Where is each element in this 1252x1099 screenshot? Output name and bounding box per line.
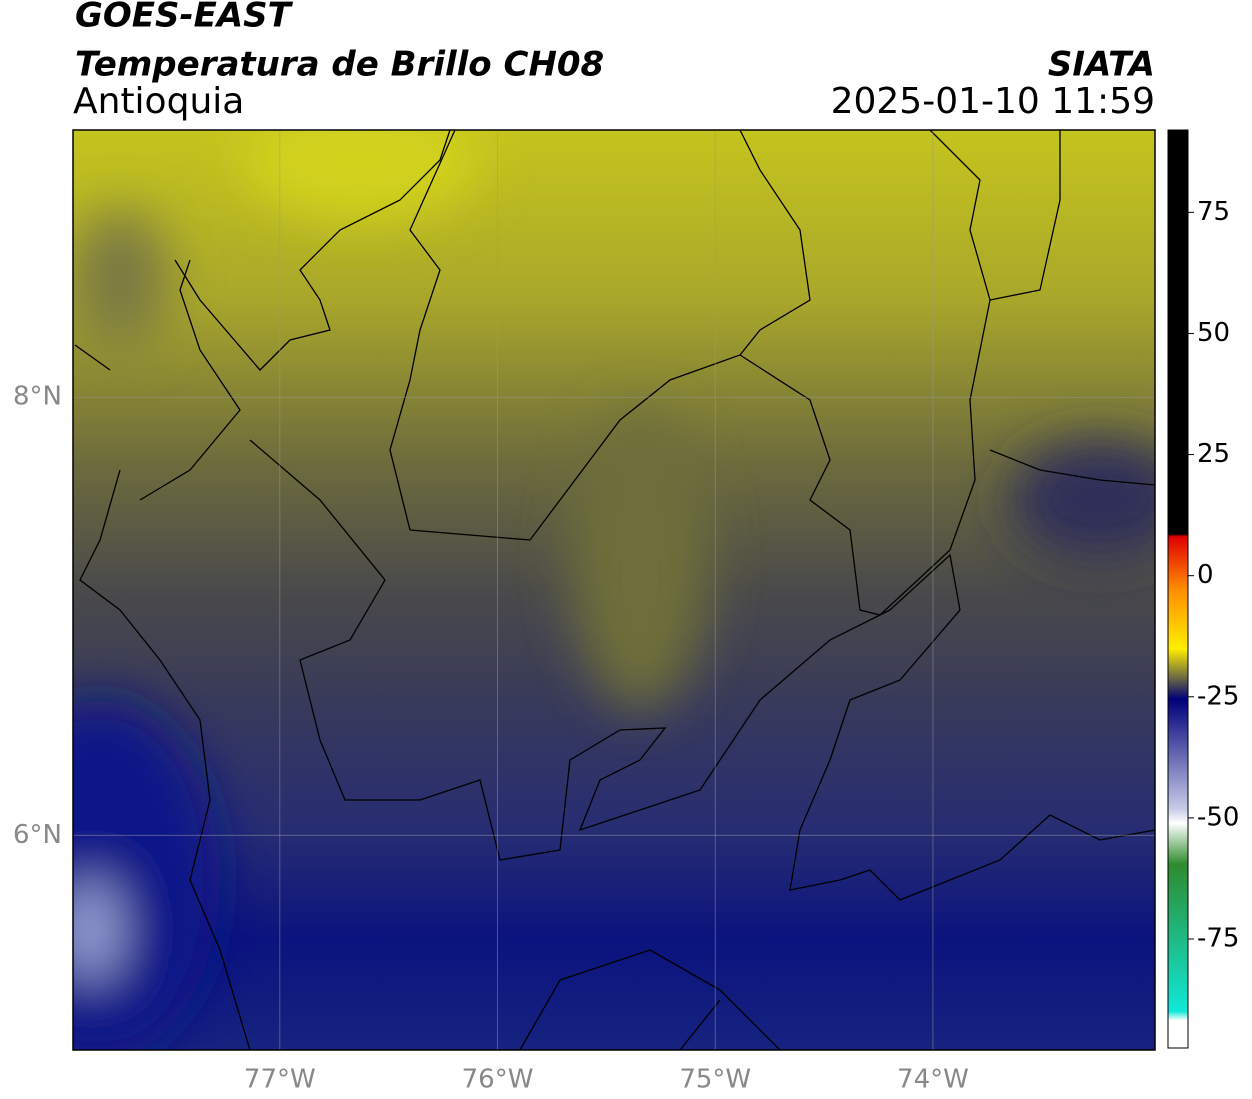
x-tick-label: 76°W [462,1065,534,1095]
title: GOES-EAST [75,0,294,36]
colorbar-tick-label: -50 [1197,802,1239,832]
colorbar [1167,129,1189,1049]
x-tick-label: 74°W [897,1065,969,1095]
colorbar-tick-label: -75 [1197,924,1239,954]
colorbar-tick-label: 0 [1197,560,1214,590]
colorbar-tick-label: 25 [1197,439,1230,469]
map-image [73,130,1155,1050]
x-tick-label: 77°W [244,1065,316,1095]
colorbar-tick-label: 75 [1197,197,1230,227]
colorbar-tick-label: 50 [1197,318,1230,348]
y-tick-label: 6°N [13,820,62,850]
y-tick-label: 8°N [13,382,62,412]
subtitle: Temperatura de Brillo CH08 [75,45,604,85]
colorbar-tick-label: -25 [1197,681,1239,711]
source: SIATA [1048,45,1155,85]
x-tick-label: 75°W [679,1065,751,1095]
region: Antioquia [73,81,244,122]
map-frame [72,129,1156,1051]
datetime: 2025-01-10 11:59 [831,81,1155,122]
